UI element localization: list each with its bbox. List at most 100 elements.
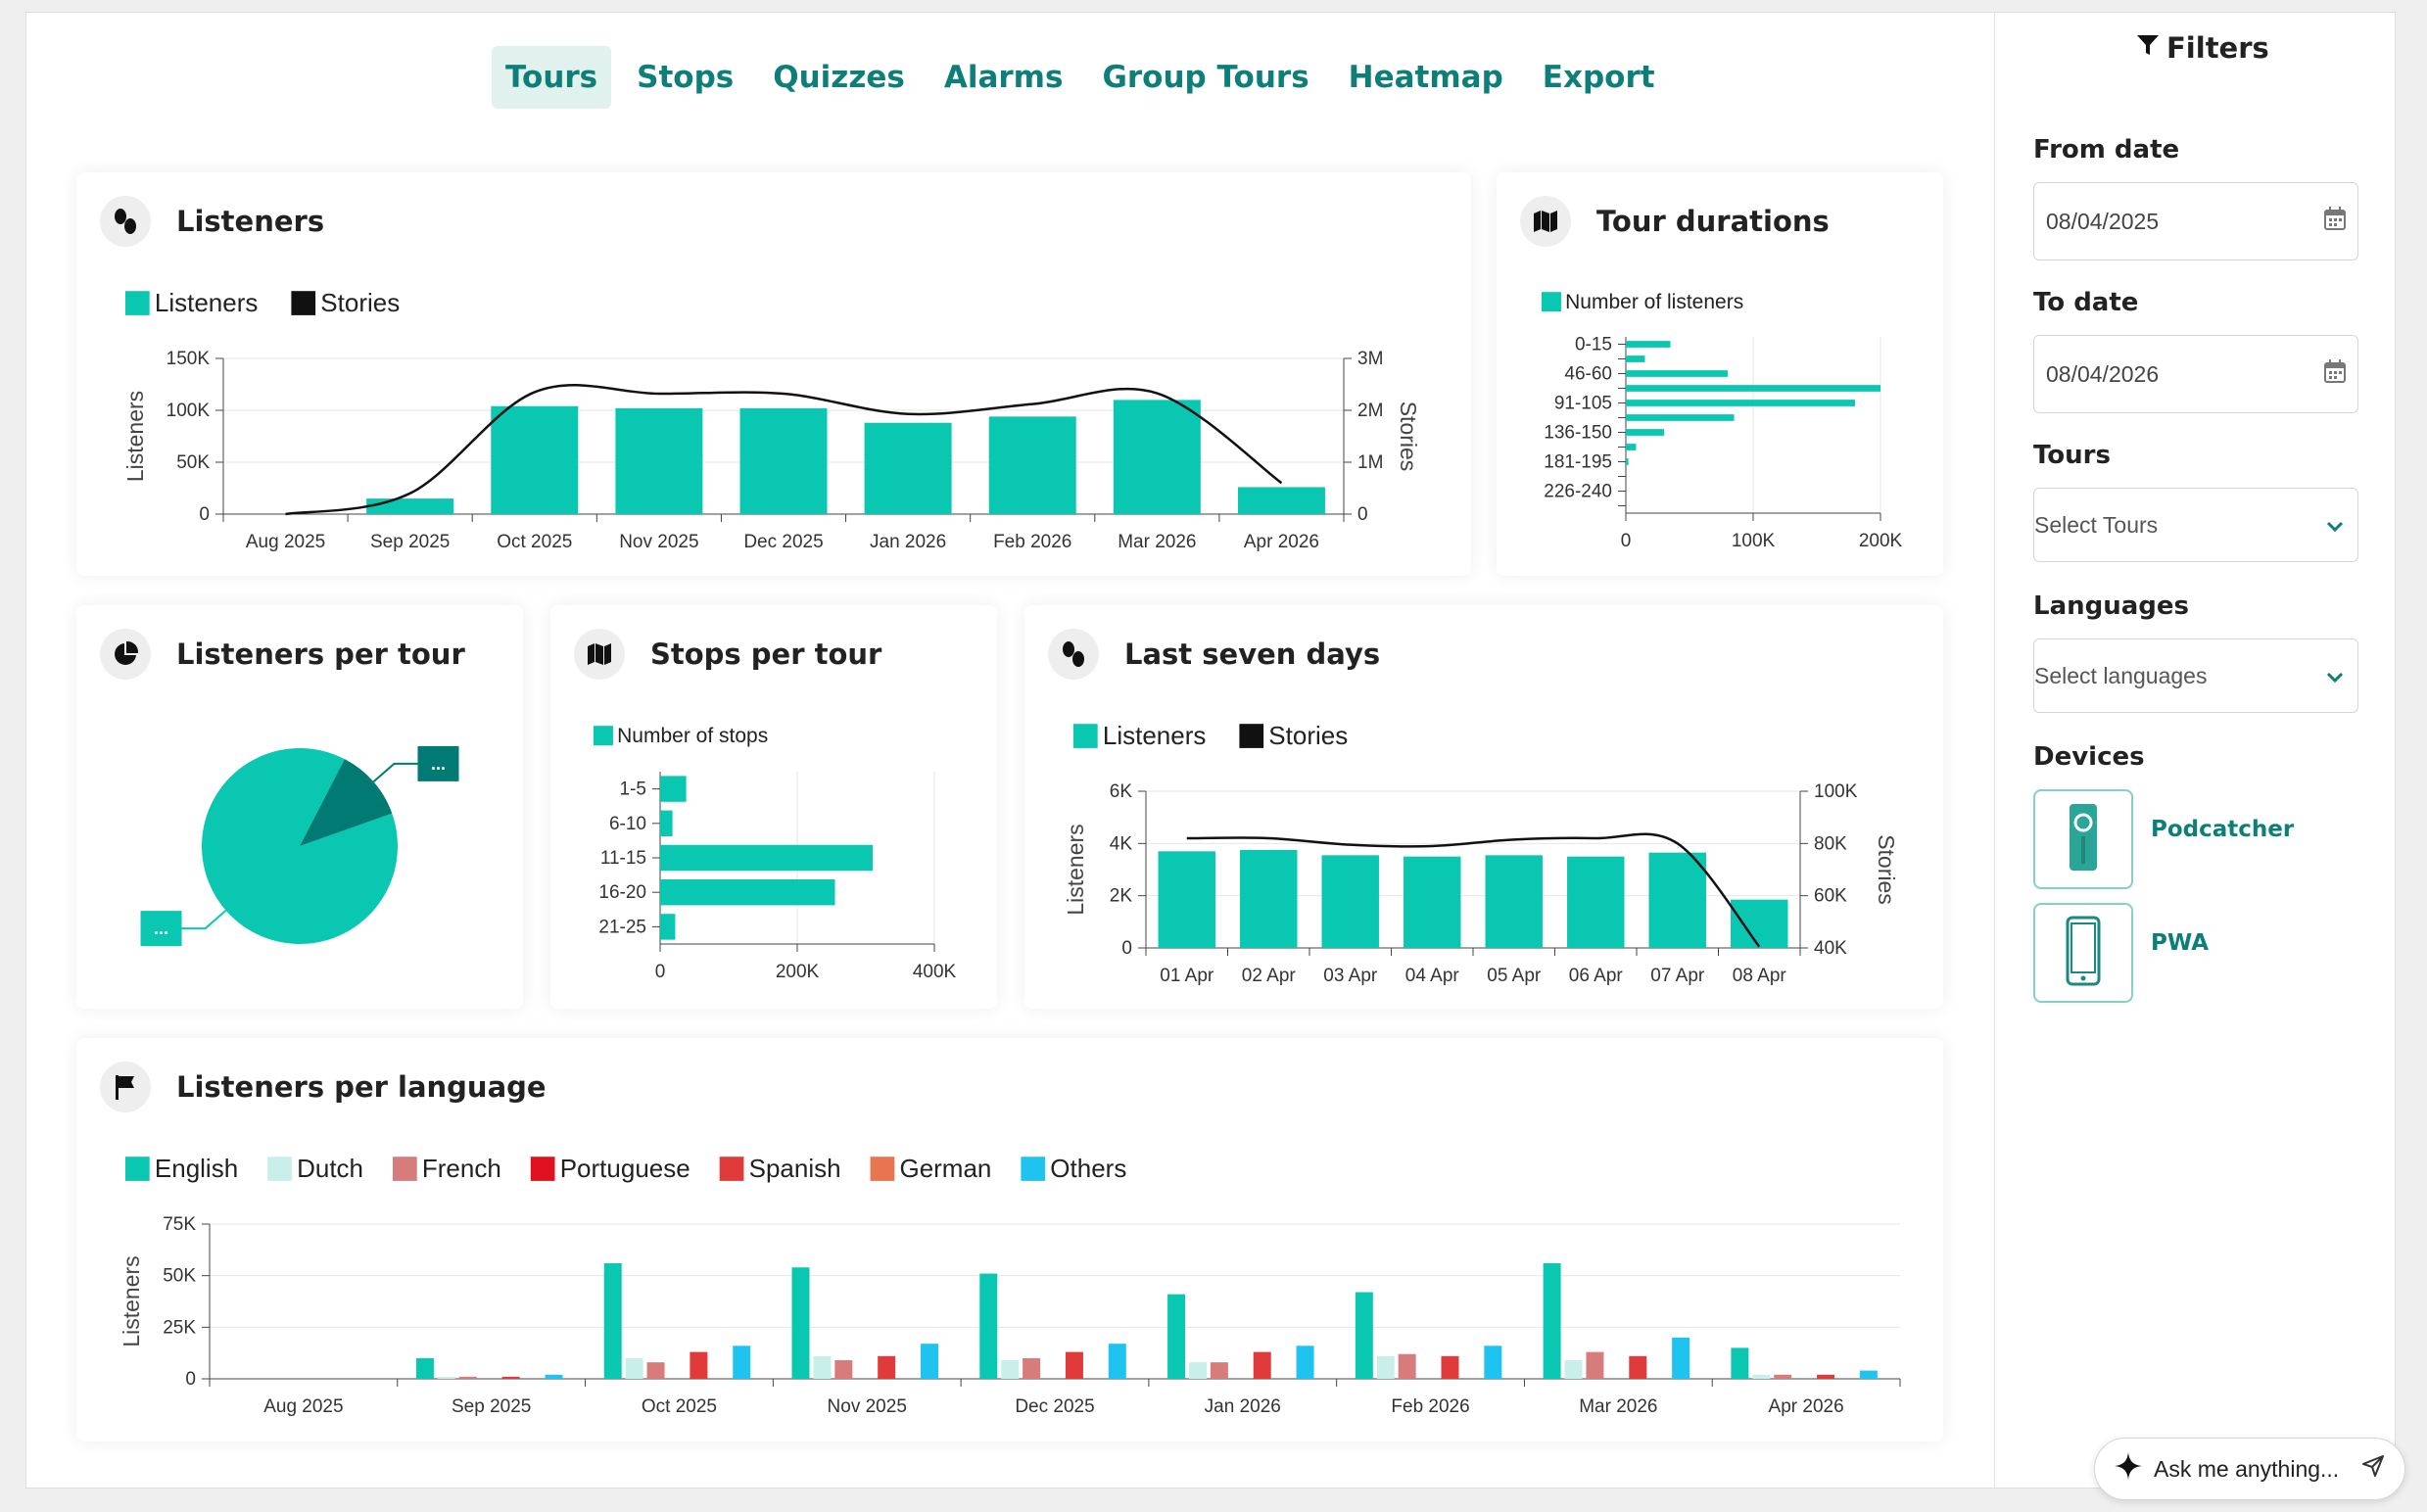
bar [660,844,873,872]
pie-slice [201,748,398,944]
legend-label: Listeners [1103,721,1207,750]
y-tick-label: 181-195 [1544,452,1612,473]
y-tick-label: 100K [167,401,211,421]
legend-swatch [1542,292,1561,312]
tour-durations-chart: Number of listeners 0 100K 200K 0-15 46-60 91-… [1542,291,1903,551]
from-date-label: From date [2033,135,2180,165]
footsteps-icon [1048,629,1099,680]
y-tick-label: 91-105 [1554,394,1612,414]
bar [1626,385,1880,392]
x-tick-label: 08 Apr [1733,966,1787,986]
tab-alarms[interactable]: Alarms [943,60,1064,95]
device-pwa-button[interactable] [2033,903,2133,1003]
calendar-icon[interactable] [2324,359,2346,389]
y2-tick-label: 40K [1814,938,1847,959]
filter-icon [2135,31,2161,65]
bar-french [1586,1351,1604,1379]
y2-tick-label: 0 [1357,504,1368,525]
to-date-label: To date [2033,288,2139,317]
legend-label: Dutch [297,1154,363,1183]
devices-label: Devices [2033,742,2145,772]
y-tick-label: 50K [163,1266,196,1287]
card-title: Listeners [176,205,325,238]
bar-french [1023,1357,1041,1379]
to-date-field[interactable]: 08/04/2026 [2033,335,2358,413]
tab-tours[interactable]: Tours [492,46,612,109]
device-podcatcher-label[interactable]: Podcatcher [2151,817,2295,842]
chevron-down-icon[interactable] [2326,663,2344,689]
y-axis-label: Listeners [1063,824,1088,915]
bar [864,422,952,514]
y-tick-label: 21-25 [598,917,646,937]
chevron-down-icon[interactable] [2326,512,2344,539]
tab-heatmap[interactable]: Heatmap [1348,60,1503,95]
podcatcher-device-icon [2069,803,2098,876]
bar-french [1210,1362,1228,1379]
ask-assistant-input[interactable]: Ask me anything... [2094,1438,2405,1500]
bar-dutch [1188,1362,1207,1379]
bar-others [1484,1346,1502,1379]
y-axis-label: Listeners [122,391,148,482]
send-icon[interactable] [2361,1454,2385,1484]
bar [1626,429,1664,436]
calendar-icon[interactable] [2324,207,2346,236]
legend-swatch [594,726,613,746]
tab-group-tours[interactable]: Group Tours [1102,60,1309,95]
y-tick-label: 0 [1121,938,1132,959]
y-tick-label: 1-5 [620,780,646,800]
y-tick-label: 46-60 [1564,364,1612,385]
bar [1731,899,1788,948]
bar [1485,855,1543,948]
bar-others [1672,1337,1690,1379]
bar-others [1296,1346,1314,1379]
pie-label-box [417,745,459,781]
legend-label: German [899,1154,991,1183]
device-pwa-label[interactable]: PWA [2151,930,2209,956]
y2-tick-label: 60K [1814,886,1847,907]
legend-label: Others [1050,1154,1126,1183]
tab-quizzes[interactable]: Quizzes [773,60,905,95]
bar-dutch [1564,1360,1583,1379]
from-date-field[interactable]: 08/04/2025 [2033,182,2358,260]
stops-per-tour-card: Stops per tour Number of stops 0 200K 400K 1… [550,605,997,1009]
bar-spanish [1441,1355,1459,1379]
x-tick-label: Apr 2026 [1769,1396,1844,1417]
y2-tick-label: 2M [1357,401,1383,421]
y2-axis-label: Stories [1396,402,1421,472]
smartphone-icon [2066,916,2101,991]
legend-swatch [291,291,316,315]
bar-others [1859,1370,1878,1379]
bar-english [1543,1263,1561,1379]
y2-tick-label: 1M [1357,452,1383,473]
x-tick-label: Feb 2026 [1391,1396,1469,1417]
bar-english [1355,1292,1373,1379]
bar [1626,341,1671,348]
filters-title: Filters [2135,31,2269,65]
languages-select[interactable]: Select languages [2033,638,2358,713]
device-podcatcher-button[interactable] [2033,789,2133,889]
x-tick-label: 06 Apr [1569,966,1624,986]
languages-label: Languages [2033,591,2190,621]
stories-line [285,384,1283,516]
bar-english [1731,1347,1749,1379]
legend-label: French [422,1154,501,1183]
bar [1404,856,1461,948]
to-date-value: 08/04/2026 [2046,360,2160,387]
last-seven-days-card: Last seven days Listeners Stories 0 2K 4K 6K 4… [1024,605,1943,1009]
bar-english [603,1263,622,1379]
bar-dutch [1376,1355,1395,1379]
legend-label: Number of listeners [1565,291,1743,313]
bar [1567,856,1625,948]
tab-stops[interactable]: Stops [637,60,735,95]
tab-export[interactable]: Export [1542,60,1655,95]
x-tick-label: 200K [776,962,820,982]
legend-swatch [870,1157,895,1181]
y-tick-label: 6-10 [609,814,646,834]
bar [1626,458,1629,465]
legend-label: Portuguese [560,1154,690,1183]
x-tick-label: Sep 2025 [452,1396,531,1417]
tours-select[interactable]: Select Tours [2033,488,2358,562]
card-title: Listeners per language [176,1070,547,1104]
from-date-value: 08/04/2025 [2046,208,2160,234]
bar-french [834,1360,853,1379]
